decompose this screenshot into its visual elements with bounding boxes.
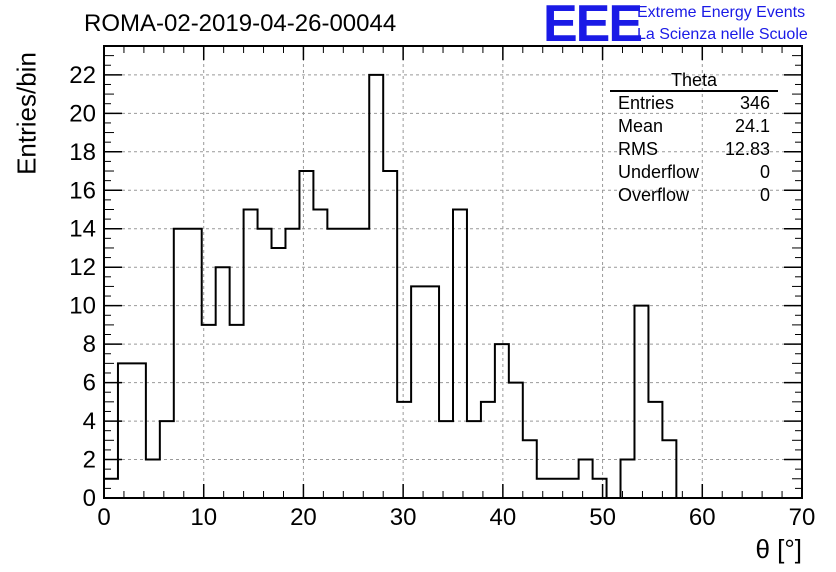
eee-logo: EEE <box>543 0 643 53</box>
y-tick-label: 22 <box>69 62 96 89</box>
stats-label: Entries <box>618 93 675 113</box>
logo-line-1: Extreme Energy Events <box>637 4 806 21</box>
stats-row-overflow: Overflow 0 <box>610 184 778 207</box>
x-tick-label: 20 <box>290 504 317 531</box>
stats-value: 12.83 <box>724 139 770 159</box>
x-tick-label: 70 <box>789 504 816 531</box>
stats-value: 24.1 <box>734 116 770 136</box>
stats-label: RMS <box>618 139 658 159</box>
plot-frame <box>103 45 803 499</box>
stats-value: 346 <box>739 93 770 113</box>
stats-row-underflow: Underflow 0 <box>610 161 778 184</box>
y-tick-label: 14 <box>69 216 96 243</box>
stats-label: Overflow <box>618 185 690 205</box>
stats-label: Mean <box>618 116 664 136</box>
stats-row-mean: Mean 24.1 <box>610 115 778 138</box>
stats-value: 0 <box>759 162 770 182</box>
stats-title: Theta <box>610 70 778 92</box>
y-tick-label: 16 <box>69 177 96 204</box>
y-tick-label: 12 <box>69 254 96 281</box>
stats-label: Underflow <box>618 162 700 182</box>
y-axis-label: Entries/bin <box>11 52 42 175</box>
x-tick-label: 60 <box>689 504 716 531</box>
y-tick-label: 18 <box>69 139 96 166</box>
chart-title: ROMA-02-2019-04-26-00044 <box>84 10 397 37</box>
x-tick-label: 30 <box>390 504 417 531</box>
x-tick-label: 40 <box>490 504 517 531</box>
y-tick-label: 2 <box>83 447 96 474</box>
y-tick-label: 8 <box>83 331 96 358</box>
y-tick-label: 20 <box>69 100 96 127</box>
x-tick-label: 10 <box>190 504 217 531</box>
logo-caption: Extreme Energy Events La Scienza nelle S… <box>637 2 808 46</box>
y-tick-label: 4 <box>83 408 96 435</box>
x-tick-label: 50 <box>589 504 616 531</box>
y-tick-label: 10 <box>69 293 96 320</box>
stats-row-rms: RMS 12.83 <box>610 138 778 161</box>
y-tick-label: 0 <box>83 485 96 512</box>
y-tick-label: 6 <box>83 370 96 397</box>
logo-line-2: La Scienza nelle Scuole <box>637 26 808 43</box>
x-axis-label: θ [°] <box>755 534 802 564</box>
stats-box: Theta Entries 346 Mean 24.1 RMS 12.83 Under… <box>610 70 778 207</box>
stats-row-entries: Entries 346 <box>610 92 778 115</box>
axis-tick-labels: 0 10 20 30 40 50 60 70 0 2 4 6 8 10 12 14 16 18 20 22 <box>69 62 815 531</box>
histogram-series-line <box>103 73 678 499</box>
x-tick-label: 0 <box>97 504 110 531</box>
stats-value: 0 <box>759 185 770 205</box>
